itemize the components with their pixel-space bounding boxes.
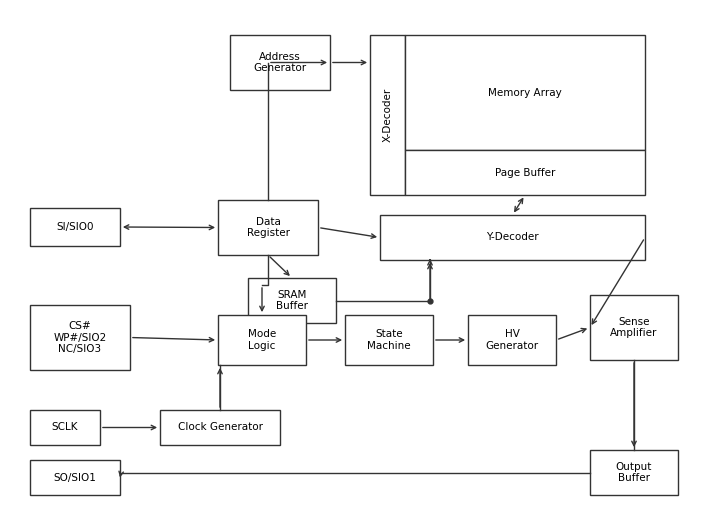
Text: HV
Generator: HV Generator (486, 329, 538, 351)
Text: SO/SIO1: SO/SIO1 (53, 472, 96, 483)
Text: Address
Generator: Address Generator (253, 52, 307, 73)
Text: Output
Buffer: Output Buffer (616, 462, 652, 483)
Bar (405, 35, 645, 150)
Bar (30, 208, 120, 246)
Bar (248, 278, 336, 323)
Text: Clock Generator: Clock Generator (177, 422, 263, 432)
Text: Page Buffer: Page Buffer (495, 168, 555, 177)
Bar (380, 215, 645, 260)
Text: Data
Register: Data Register (246, 217, 290, 238)
Text: CS#
WP#/SIO2
NC/SIO3: CS# WP#/SIO2 NC/SIO3 (53, 321, 107, 354)
Text: Memory Array: Memory Array (488, 88, 562, 98)
Bar (230, 35, 330, 90)
Text: SI/SIO0: SI/SIO0 (56, 222, 94, 232)
Text: Mode
Logic: Mode Logic (248, 329, 276, 351)
Bar (30, 410, 100, 445)
Bar (370, 35, 405, 195)
Text: State
Machine: State Machine (367, 329, 411, 351)
Bar (218, 200, 318, 255)
Text: X-Decoder: X-Decoder (382, 88, 392, 142)
Bar (405, 150, 645, 195)
Bar (590, 295, 678, 360)
Bar (160, 410, 280, 445)
Text: SCLK: SCLK (52, 422, 78, 432)
Bar (218, 315, 306, 365)
Bar (30, 460, 120, 495)
Bar (468, 315, 556, 365)
Bar (30, 305, 130, 370)
Bar (590, 450, 678, 495)
Text: Sense
Amplifier: Sense Amplifier (610, 317, 658, 338)
Bar (345, 315, 433, 365)
Text: SRAM
Buffer: SRAM Buffer (276, 290, 308, 311)
Text: Y-Decoder: Y-Decoder (486, 233, 539, 242)
